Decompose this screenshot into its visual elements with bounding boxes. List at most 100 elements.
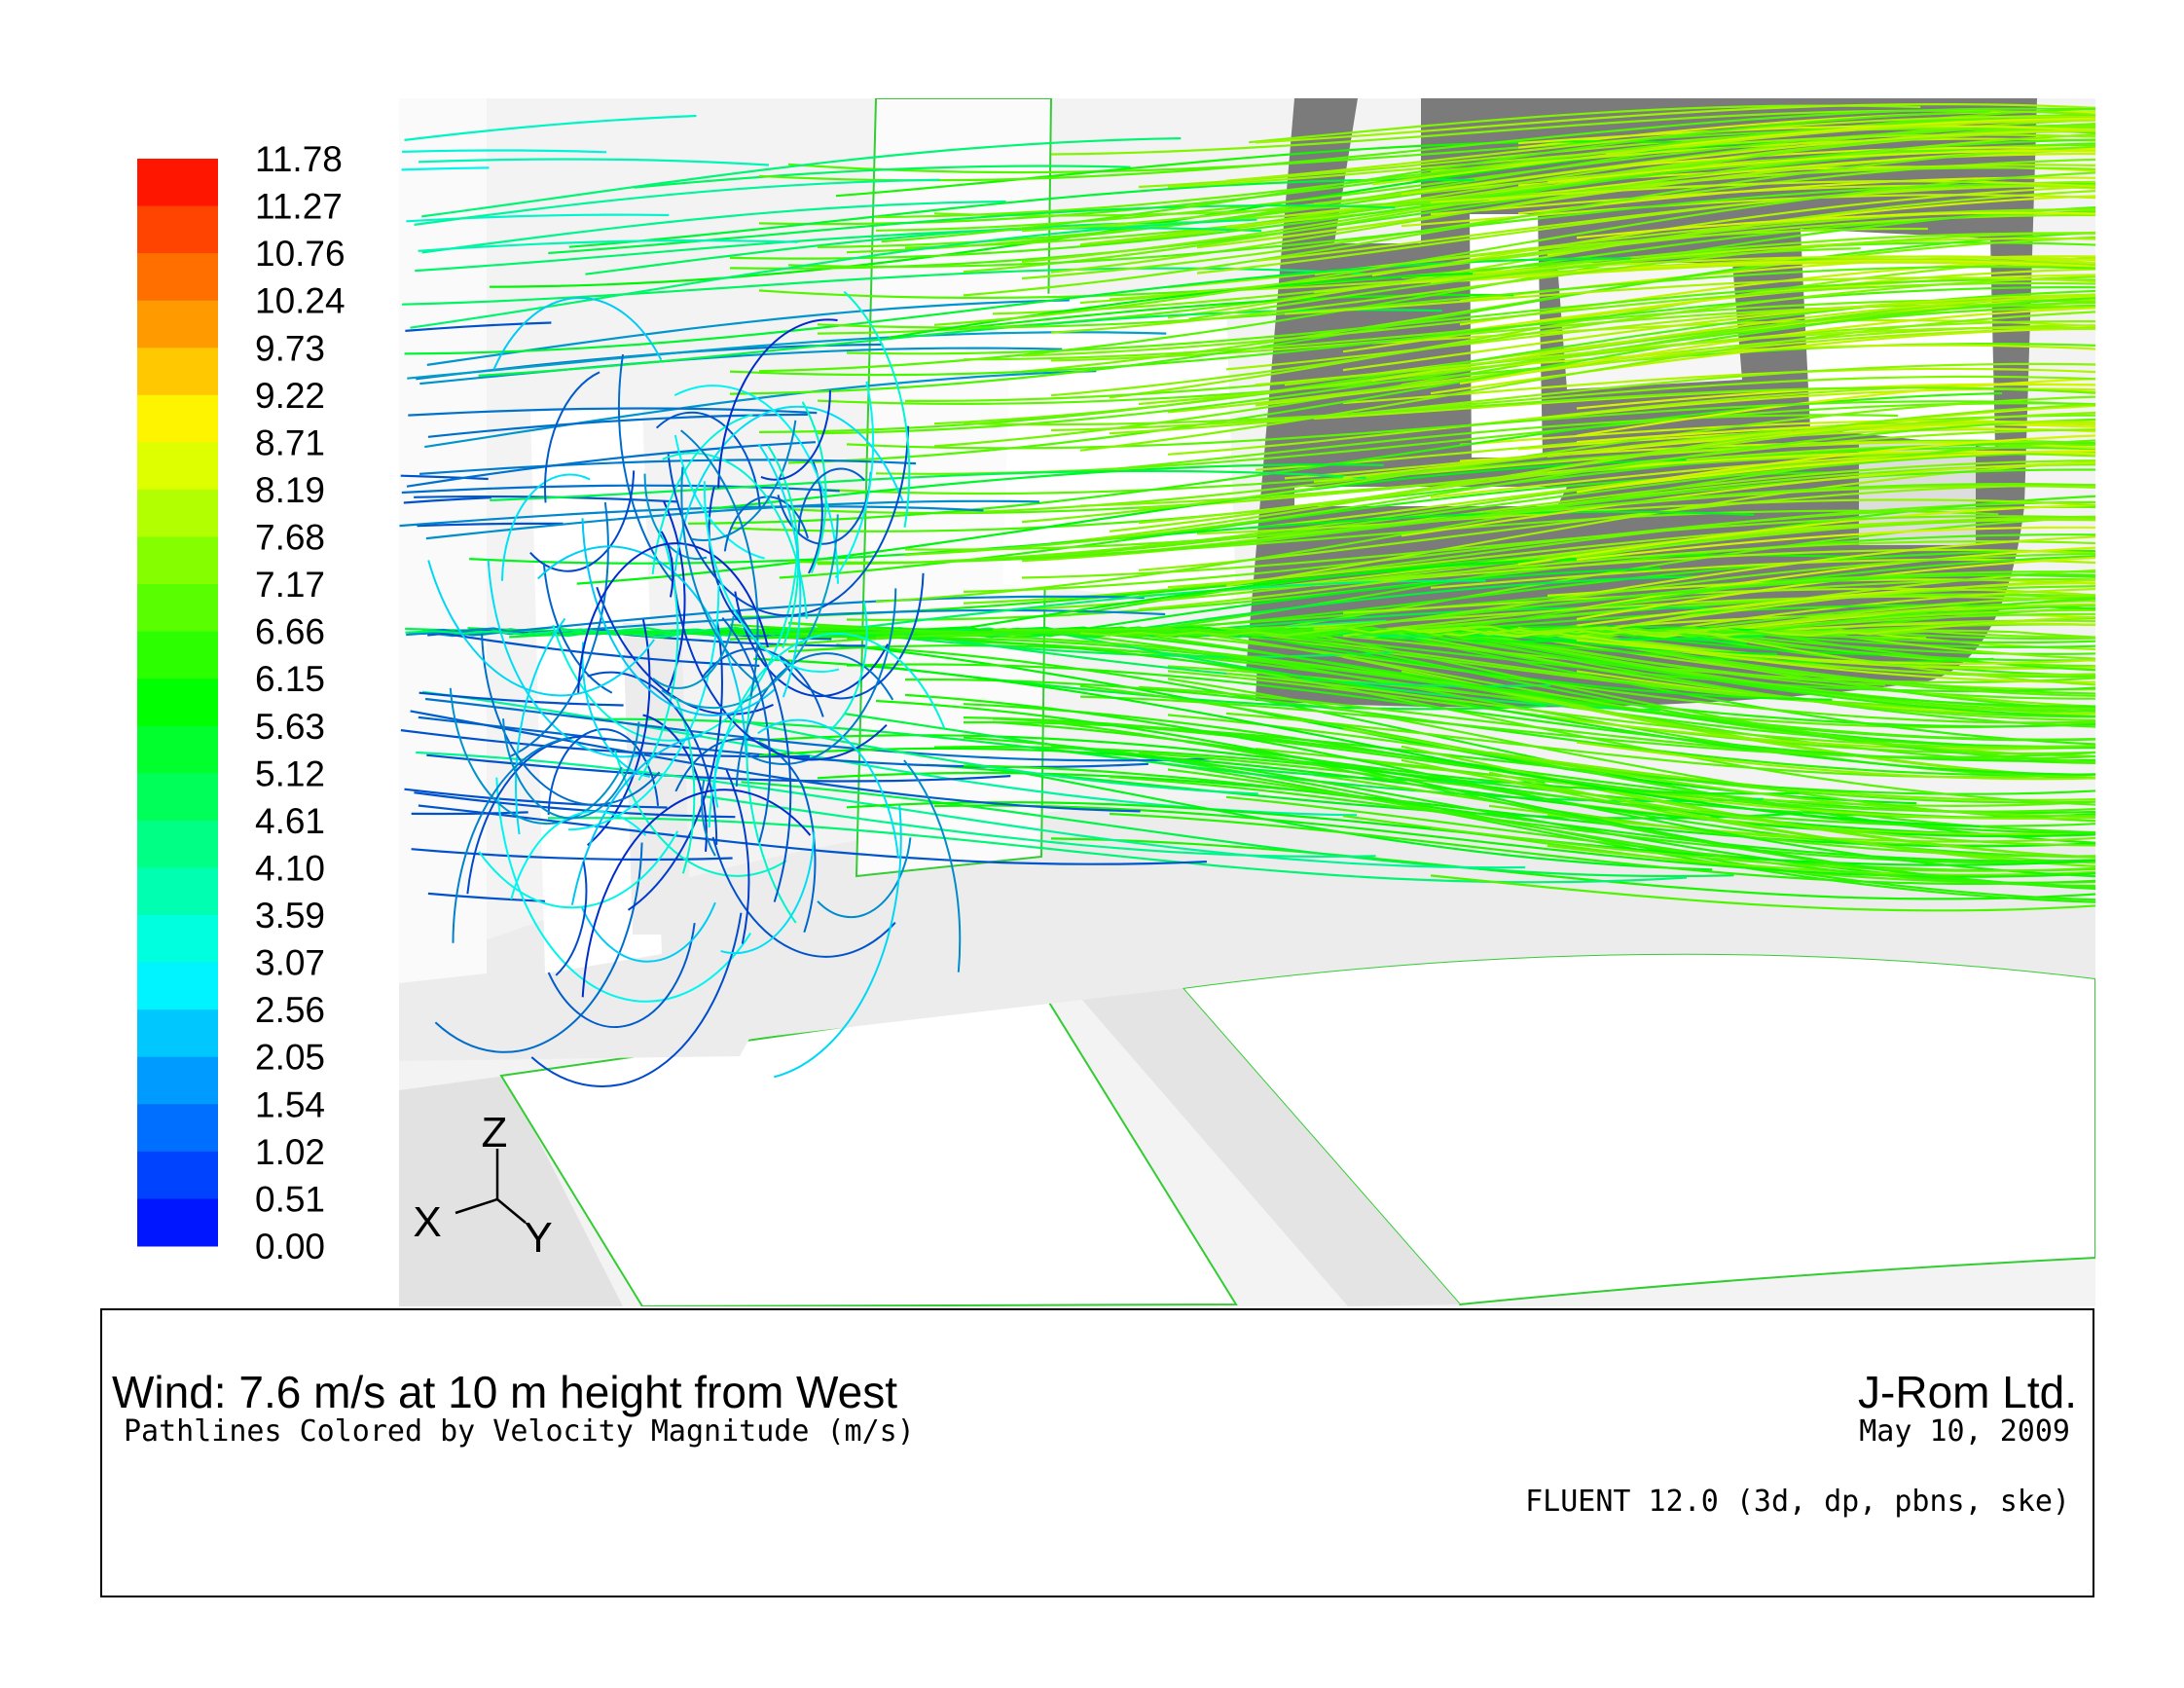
- pathline: [581, 518, 776, 716]
- pathline: [568, 178, 1474, 248]
- pathline: [1576, 741, 2095, 781]
- pathline: [691, 420, 797, 541]
- pathline: [1430, 766, 2095, 847]
- solver: FLUENT 12.0 (3d, dp, pbns, ske): [1525, 1485, 2070, 1519]
- pathline: [1313, 237, 2095, 294]
- pathline: [548, 204, 1396, 255]
- pathline: [758, 241, 2095, 299]
- pathline: [1050, 231, 2095, 334]
- color-band: [137, 820, 218, 868]
- pathline: [1050, 720, 2095, 890]
- pathline: [427, 560, 655, 697]
- pathline: [903, 557, 1577, 635]
- color-band: [137, 679, 218, 727]
- pathline: [660, 531, 674, 598]
- pathline: [797, 467, 865, 533]
- pathline: [732, 718, 1258, 795]
- pathline: [409, 631, 760, 667]
- pathline: [843, 290, 911, 529]
- pathline: [1050, 630, 2095, 724]
- pathline: [404, 257, 1631, 355]
- pathline: [1517, 125, 2095, 145]
- axis-label: X: [413, 1198, 441, 1246]
- caption-box: [100, 1308, 2094, 1597]
- pathline: [904, 418, 2095, 557]
- pathline: [1109, 411, 2095, 532]
- colorbar-label: 5.12: [255, 753, 325, 793]
- date: May 10, 2009: [1859, 1414, 2070, 1449]
- pathline: [424, 370, 1097, 449]
- pathline: [452, 737, 570, 943]
- pathline: [547, 728, 660, 816]
- color-band: [137, 962, 218, 1010]
- pathline: [1576, 434, 2095, 494]
- pathline: [746, 673, 797, 924]
- pathline: [419, 459, 917, 475]
- pathline: [889, 272, 1474, 339]
- axis-triad: [455, 1149, 527, 1224]
- pathline: [421, 137, 1182, 218]
- pathline: [1342, 587, 2095, 614]
- wall: [623, 623, 691, 935]
- pathline: [1079, 695, 2095, 758]
- pathline: [576, 459, 1687, 585]
- pathline: [405, 579, 1486, 637]
- pathline: [729, 285, 2095, 377]
- pathline: [400, 729, 810, 758]
- pathline: [581, 789, 812, 998]
- pathline: [1547, 149, 2095, 184]
- color-band: [137, 253, 218, 302]
- pathline: [1080, 414, 1899, 473]
- pathline: [1167, 190, 2095, 319]
- pathline: [758, 107, 2095, 182]
- colorbar-label: 1.54: [255, 1084, 325, 1124]
- pathline: [720, 831, 816, 955]
- pathline: [1313, 625, 2095, 686]
- pathline: [757, 443, 802, 698]
- pathline: [410, 710, 1141, 813]
- pathline: [713, 724, 736, 808]
- axis-label: Z: [482, 1109, 508, 1156]
- pathline: [418, 239, 798, 252]
- pathline: [1576, 211, 2095, 239]
- colorbar-label: 2.56: [255, 990, 325, 1030]
- pathline: [1342, 727, 2095, 818]
- pathline: [1576, 526, 2095, 561]
- pathline: [401, 484, 840, 495]
- color-band: [137, 1009, 218, 1058]
- pathline: [680, 429, 759, 697]
- color-band: [137, 867, 218, 916]
- pathline: [481, 633, 661, 806]
- pathline: [406, 441, 817, 488]
- pathline: [421, 200, 1006, 254]
- color-band: [137, 348, 218, 396]
- pathline: [729, 231, 2095, 395]
- y-axis: [496, 1198, 527, 1224]
- color-band: [137, 159, 218, 207]
- pathline: [580, 901, 716, 963]
- pathline: [1576, 259, 2095, 273]
- pathline: [1138, 484, 2095, 571]
- pathline: [1342, 293, 2095, 372]
- pathline: [1255, 327, 2095, 407]
- pathline: [542, 563, 613, 694]
- pathline: [933, 171, 2095, 326]
- pathline: [1050, 459, 2095, 560]
- pathline: [963, 386, 2095, 426]
- pathline: [717, 318, 838, 489]
- pathline: [587, 619, 651, 846]
- color-band: [137, 300, 218, 349]
- colorbar-label: 9.73: [255, 328, 325, 368]
- pathline: [1576, 146, 2095, 172]
- pathlines: [399, 103, 2095, 1087]
- pathline: [1430, 179, 2095, 203]
- pathline: [1605, 117, 2095, 155]
- pathline: [1255, 103, 2095, 144]
- pathline: [817, 451, 2095, 566]
- pathline: [1109, 362, 2095, 435]
- pathline: [1401, 261, 2095, 285]
- pathline: [933, 804, 2095, 878]
- pathline: [425, 499, 1039, 540]
- pathline: [1430, 326, 2095, 395]
